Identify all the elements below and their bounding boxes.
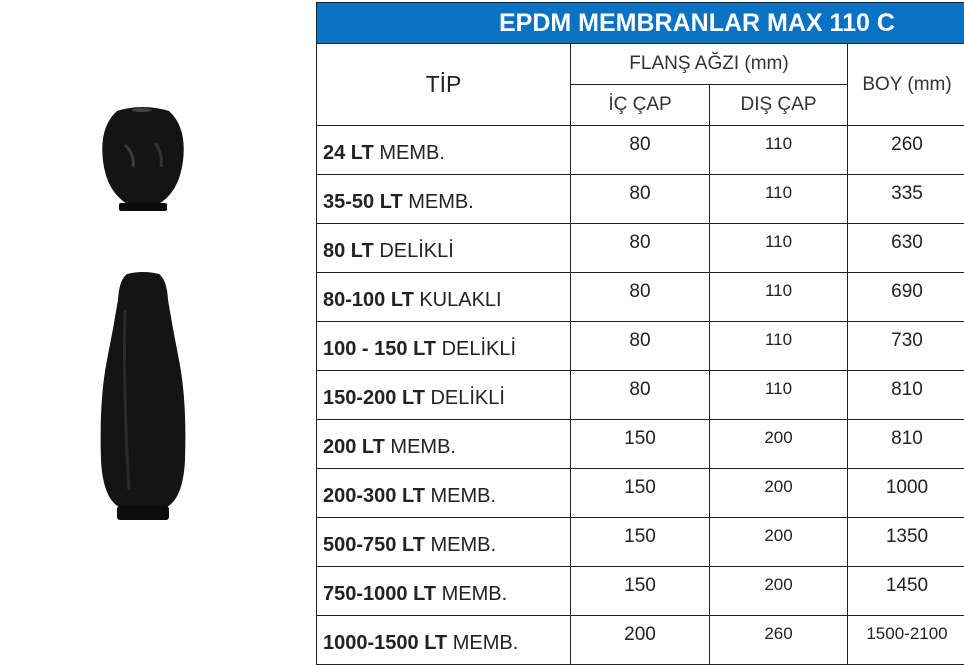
row-inner-diameter: 80 [571, 224, 710, 273]
table-row: 500-750 LT MEMB. 150 200 1350 [317, 518, 964, 567]
row-length: 1500-2100 [848, 616, 964, 665]
row-outer-diameter: 110 [710, 175, 848, 224]
table-row: 35-50 LT MEMB. 80 110 335 [317, 175, 964, 224]
header-inner-diameter: İÇ ÇAP [571, 85, 710, 126]
row-type: 200-300 LT MEMB. [317, 469, 571, 518]
row-outer-diameter: 260 [710, 616, 848, 665]
row-length: 1450 [848, 567, 964, 616]
table-row: 80 LT DELİKLİ 80 110 630 [317, 224, 964, 273]
row-outer-diameter: 110 [710, 224, 848, 273]
table-row: 200 LT MEMB. 150 200 810 [317, 420, 964, 469]
row-length: 630 [848, 224, 964, 273]
row-kind: MEMB. [385, 436, 456, 458]
row-kind: MEMB. [403, 191, 474, 213]
row-inner-diameter: 80 [571, 371, 710, 420]
header-tip: TİP [317, 44, 571, 126]
row-capacity: 80-100 LT [323, 289, 414, 311]
row-type: 80-100 LT KULAKLI [317, 273, 571, 322]
row-outer-diameter: 110 [710, 371, 848, 420]
header-flange: FLANŞ AĞZI (mm) [571, 44, 848, 85]
row-capacity: 150-200 LT [323, 387, 425, 409]
row-kind: MEMB. [374, 142, 445, 164]
row-inner-diameter: 80 [571, 322, 710, 371]
row-inner-diameter: 150 [571, 420, 710, 469]
row-kind: DELİKLİ [374, 240, 454, 262]
table-row: 200-300 LT MEMB. 150 200 1000 [317, 469, 964, 518]
row-length: 730 [848, 322, 964, 371]
row-kind: MEMB. [447, 632, 518, 654]
table-row: 100 - 150 LT DELİKLİ 80 110 730 [317, 322, 964, 371]
row-capacity: 200-300 LT [323, 485, 425, 507]
row-length: 810 [848, 420, 964, 469]
row-type: 100 - 150 LT DELİKLİ [317, 322, 571, 371]
header-outer-diameter: DIŞ ÇAP [710, 85, 848, 126]
row-type: 150-200 LT DELİKLİ [317, 371, 571, 420]
row-inner-diameter: 150 [571, 518, 710, 567]
row-length: 335 [848, 175, 964, 224]
row-length: 690 [848, 273, 964, 322]
row-outer-diameter: 110 [710, 126, 848, 175]
small-membrane-image [95, 105, 190, 217]
row-length: 260 [848, 126, 964, 175]
row-capacity: 500-750 LT [323, 534, 425, 556]
row-inner-diameter: 80 [571, 273, 710, 322]
row-capacity: 1000-1500 LT [323, 632, 447, 654]
row-length: 1000 [848, 469, 964, 518]
row-type: 24 LT MEMB. [317, 126, 571, 175]
table-row: 1000-1500 LT MEMB. 200 260 1500-2100 [317, 616, 964, 665]
row-outer-diameter: 200 [710, 518, 848, 567]
table-row: 150-200 LT DELİKLİ 80 110 810 [317, 371, 964, 420]
row-length: 810 [848, 371, 964, 420]
row-kind: MEMB. [436, 583, 507, 605]
row-capacity: 80 LT [323, 240, 374, 262]
membrane-spec-table: EPDM MEMBRANLAR MAX 110 C TİP FLANŞ AĞZI… [316, 2, 964, 665]
table-row: 24 LT MEMB. 80 110 260 [317, 126, 964, 175]
row-capacity: 100 - 150 LT [323, 338, 436, 360]
row-inner-diameter: 150 [571, 469, 710, 518]
row-type: 1000-1500 LT MEMB. [317, 616, 571, 665]
row-kind: DELİKLİ [425, 387, 505, 409]
row-inner-diameter: 200 [571, 616, 710, 665]
row-length: 1350 [848, 518, 964, 567]
row-kind: MEMB. [425, 534, 496, 556]
row-kind: MEMB. [425, 485, 496, 507]
row-type: 500-750 LT MEMB. [317, 518, 571, 567]
large-membrane-image [95, 270, 191, 524]
row-type: 80 LT DELİKLİ [317, 224, 571, 273]
row-outer-diameter: 200 [710, 567, 848, 616]
row-outer-diameter: 110 [710, 273, 848, 322]
row-outer-diameter: 200 [710, 469, 848, 518]
row-capacity: 24 LT [323, 142, 374, 164]
table-row: 80-100 LT KULAKLI 80 110 690 [317, 273, 964, 322]
row-type: 35-50 LT MEMB. [317, 175, 571, 224]
row-inner-diameter: 150 [571, 567, 710, 616]
row-outer-diameter: 200 [710, 420, 848, 469]
row-capacity: 750-1000 LT [323, 583, 436, 605]
row-capacity: 200 LT [323, 436, 385, 458]
row-capacity: 35-50 LT [323, 191, 403, 213]
table-title: EPDM MEMBRANLAR MAX 110 C [317, 3, 964, 44]
row-kind: KULAKLI [414, 289, 502, 311]
row-inner-diameter: 80 [571, 126, 710, 175]
row-type: 750-1000 LT MEMB. [317, 567, 571, 616]
row-kind: DELİKLİ [436, 338, 516, 360]
row-inner-diameter: 80 [571, 175, 710, 224]
table-row: 750-1000 LT MEMB. 150 200 1450 [317, 567, 964, 616]
row-type: 200 LT MEMB. [317, 420, 571, 469]
row-outer-diameter: 110 [710, 322, 848, 371]
header-length: BOY (mm) [848, 44, 964, 126]
